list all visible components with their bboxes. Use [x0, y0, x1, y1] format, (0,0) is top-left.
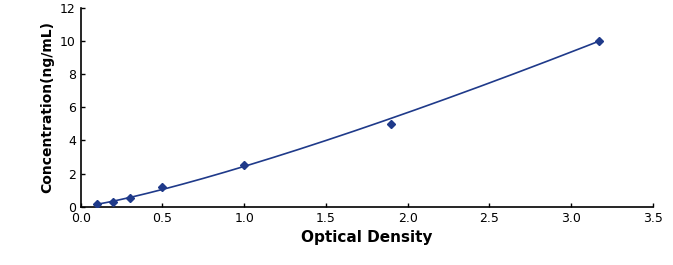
X-axis label: Optical Density: Optical Density [301, 230, 433, 245]
Y-axis label: Concentration(ng/mL): Concentration(ng/mL) [40, 21, 55, 193]
